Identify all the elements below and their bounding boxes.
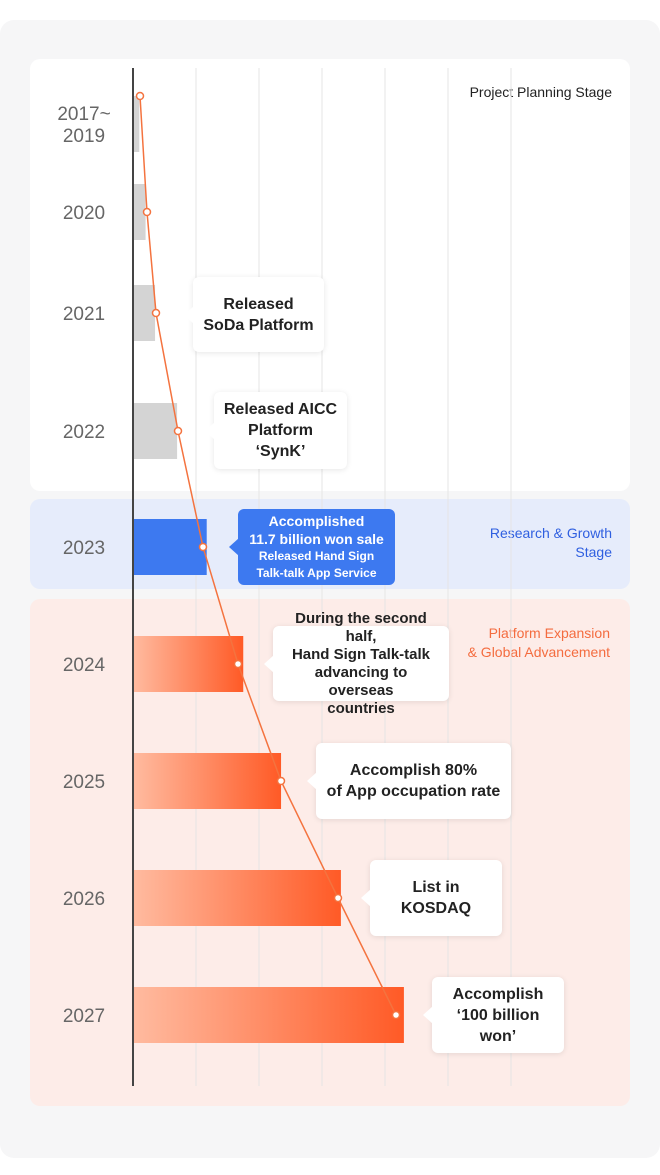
callout-line: Accomplish xyxy=(452,985,544,1003)
callout-8: Accomplish ‘100 billion won’ xyxy=(423,977,564,1053)
callout-line: of App occupation rate xyxy=(326,783,501,800)
trend-line xyxy=(135,91,401,1020)
bar-5 xyxy=(133,636,244,692)
callout-6: Accomplish 80% of App occupation rate xyxy=(307,743,511,819)
year-label-7: 2026 xyxy=(63,889,105,910)
bar-0 xyxy=(133,96,140,152)
callout-line: ‘100 billion won’ xyxy=(456,1006,540,1045)
bars xyxy=(133,96,404,1043)
year-label-6: 2025 xyxy=(63,772,105,793)
trend-point-0 xyxy=(135,91,145,101)
callout-line: Released Hand Sign xyxy=(258,549,375,563)
year-label-3: 2022 xyxy=(63,422,105,443)
year-label-1: 2020 xyxy=(63,203,105,224)
stage-label-planning: Project Planning Stage xyxy=(469,84,612,100)
callout-7: List in KOSDAQ xyxy=(361,860,502,936)
year-label-4: 2023 xyxy=(63,538,105,559)
year-label-2: 2021 xyxy=(63,304,105,325)
trend-point-7 xyxy=(333,893,343,903)
callout-line: List in KOSDAQ xyxy=(400,879,472,917)
callout-line: 11.7 billion won sale xyxy=(249,531,384,547)
trend-point-3 xyxy=(173,426,183,436)
callout-line: Accomplish 80% xyxy=(349,762,478,779)
trend-point-1 xyxy=(142,207,152,217)
year-label-5: 2024 xyxy=(63,655,106,676)
callout-3: Released AICC Platform ‘SynK’ xyxy=(205,392,347,469)
callout-line: Platform ‘SynK’ xyxy=(248,422,313,460)
bar-2 xyxy=(133,285,156,341)
bar-7 xyxy=(133,870,341,926)
bar-6 xyxy=(133,753,282,809)
trend-point-2 xyxy=(151,308,161,318)
callout-line: Released AICC xyxy=(223,401,338,418)
trend-point-8 xyxy=(391,1010,401,1020)
trend-point-5 xyxy=(233,659,243,669)
callout-5: During the second half, Hand Sign Talk-ta… xyxy=(264,610,449,717)
year-label-0: 2017~ 2019 xyxy=(57,104,110,147)
bar-8 xyxy=(133,987,404,1043)
stage-label-research: Research & Growth Stage xyxy=(489,525,612,560)
callout-line: During the second half, xyxy=(295,609,427,645)
callout-4: Accomplished 11.7 billion won sale Release… xyxy=(229,509,395,585)
callout-line: advancing to overseas xyxy=(314,663,408,699)
callout-line: Released xyxy=(223,295,294,313)
bar-3 xyxy=(133,403,178,459)
bar-1 xyxy=(133,184,146,240)
callout-line: countries xyxy=(327,699,395,717)
year-label-8: 2027 xyxy=(63,1006,105,1027)
trend-point-4 xyxy=(198,542,208,552)
callout-2: Released SoDa Platform xyxy=(184,277,324,352)
stage-label-expansion: Platform Expansion & Global Advancement xyxy=(467,625,610,660)
trend-point-6 xyxy=(276,776,286,786)
bar-4 xyxy=(133,519,207,575)
year-labels: 2017~ 2019 2020 2021 2022 2023 2024 2025 2026 202… xyxy=(57,104,110,1027)
callout-line: Hand Sign Talk-talk xyxy=(291,645,431,663)
callout-line: SoDa Platform xyxy=(203,316,314,334)
callout-line: Accomplished xyxy=(268,513,365,529)
callout-line: Talk-talk App Service xyxy=(256,566,377,580)
